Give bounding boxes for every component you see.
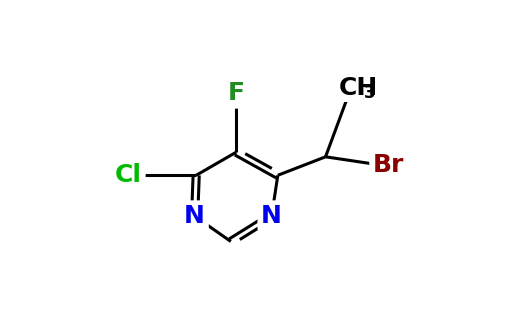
Text: CH: CH bbox=[338, 75, 378, 99]
Text: Cl: Cl bbox=[115, 163, 142, 187]
Text: Br: Br bbox=[373, 152, 404, 176]
Text: N: N bbox=[184, 204, 205, 228]
Text: N: N bbox=[261, 204, 282, 228]
Text: F: F bbox=[228, 81, 245, 105]
Text: 3: 3 bbox=[364, 84, 376, 102]
